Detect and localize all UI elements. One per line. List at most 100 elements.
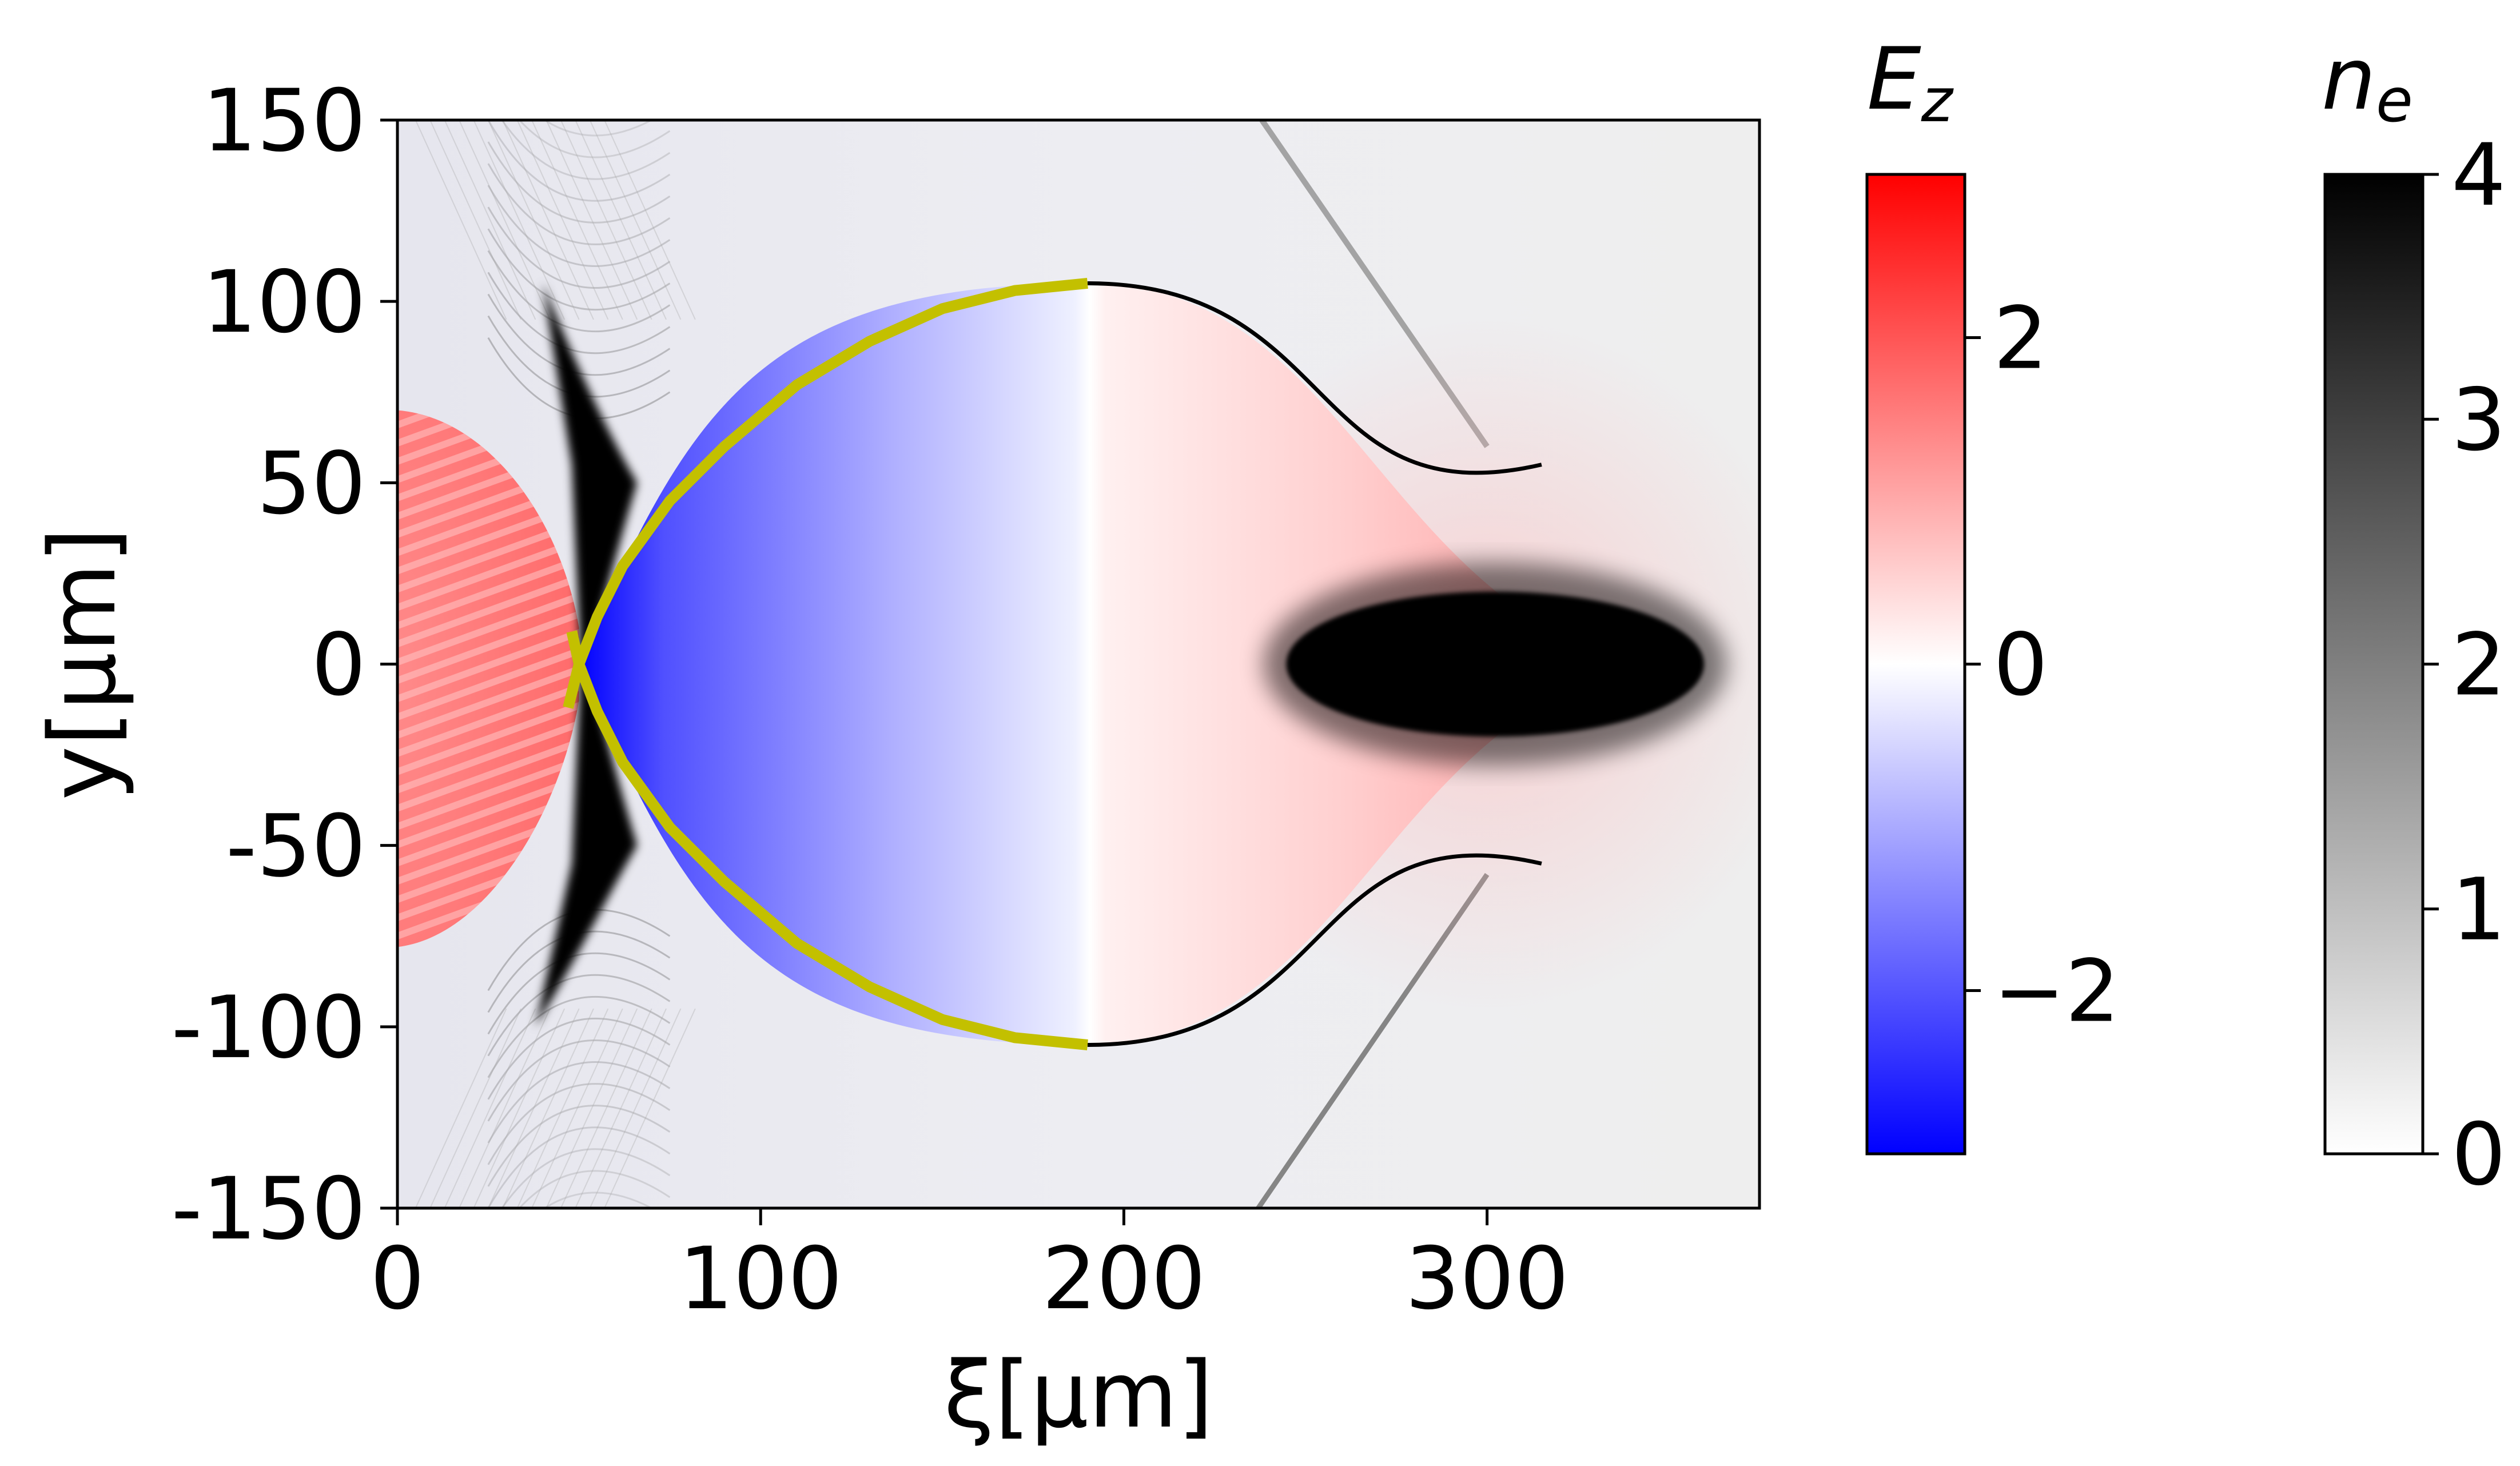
y-tick-label: -50 [226,797,366,897]
colorbar-tick-label: 0 [1993,616,2048,715]
colorbar-ez: Ez 2 0 −2 [1865,30,2120,1156]
wake-streak-diag-upper [575,120,667,320]
colorbar-tick-label: 2 [2451,616,2506,715]
wake-streak-lower [487,1018,671,1100]
wake-streak-diag-lower [459,1008,551,1208]
wake-streak-diag-upper [560,120,652,320]
wake-streak-upper [488,0,670,49]
wake-streak-diag-lower [487,1008,580,1208]
wake-streak-diag-lower [444,1008,536,1208]
bubble-sheath-top [1087,281,1542,475]
wake-streak-diag-lower [531,1008,623,1208]
wake-streak-diag-upper [531,120,623,320]
wake-streak-diag-upper [487,120,580,320]
wake-streak-diag-lower [415,1008,507,1208]
wake-streak-lower [487,1061,671,1144]
plot-area [397,0,1759,1360]
x-tick-label: 300 [1405,1229,1568,1329]
wake-streak-diag-upper [502,120,594,320]
wake-streak-diag-upper [589,120,682,320]
electron-bunch [1286,591,1704,737]
wake-streak-diag-upper [604,120,696,320]
curve-cross-tail-upper [566,630,584,666]
bubble-ez-field [579,283,1633,1045]
colorbar-ne-ticks: 4 3 2 1 0 [2423,126,2506,1205]
wake-streak-diag-lower [429,1008,521,1208]
x-axis-label: ξ[μm] [943,1341,1213,1448]
colorbar-ez-gradient [1865,173,1966,1156]
colorbar-tick-label: 0 [2451,1105,2506,1205]
x-tick-label: 200 [1042,1229,1205,1329]
wake-streak-upper [543,120,654,137]
wake-streak-diag-lower [516,1008,609,1208]
colorbar-tick-label: 2 [1993,289,2048,389]
y-tick-label: 50 [257,434,366,533]
wake-streak-upper [488,33,670,114]
wake-streak-diag-lower [604,1008,696,1208]
colorbar-ne-label-sub: e [2376,66,2413,136]
x-axis-ticks: 0 100 200 300 [370,1208,1569,1329]
wake-streak-diag-upper [429,120,521,320]
wake-streak-upper [501,120,671,180]
wake-streak-diag-lower [473,1008,566,1208]
colorbar-ne-label-main: n [2322,30,2376,129]
wake-streak-lower [488,1214,670,1295]
wake-streak-lower [518,1170,671,1208]
y-tick-label: 150 [202,71,366,171]
colorbar-tick-label: −2 [1993,942,2120,1042]
colorbar-ez-label: Ez [1867,30,1954,136]
colorbar-ne: ne 4 3 2 1 0 [2322,30,2506,1205]
colorbar-tick-label: 1 [2451,861,2506,960]
y-tick-label: 100 [202,253,366,352]
wake-streak-diag-upper [473,120,566,320]
x-tick-label: 0 [370,1229,424,1329]
wake-streak-lower [487,1105,671,1187]
wake-streak-lower [487,1039,671,1122]
wake-streak-lower [543,1192,654,1208]
wake-streak-lower [501,1148,671,1208]
y-axis-ticks: 150 100 50 0 -50 -100 -150 [172,71,397,1259]
wake-streak-diag-lower [546,1008,638,1208]
colorbar-tick-label: 4 [2451,126,2506,225]
y-tick-label: -100 [172,978,366,1078]
wake-streak-upper [487,185,671,267]
wake-streaks [415,0,696,1360]
colorbar-tick-label: 3 [2451,371,2506,470]
wake-streak-upper [487,163,671,245]
wake-streak-diag-upper [546,120,638,320]
wake-streak-diag-lower [589,1008,682,1208]
wake-streak-lower [488,1258,670,1338]
wake-streak-diag-lower [560,1008,652,1208]
wake-streak-diag-lower [575,1008,667,1208]
y-tick-label: 0 [312,616,366,715]
laser-pulse [397,410,579,947]
curve-cross-tail-lower [563,663,584,709]
wake-streak-lower [488,1236,670,1317]
colorbar-ez-ticks: 2 0 −2 [1965,289,2120,1042]
wake-streak-diag-upper [459,120,551,320]
wake-streak-lower [487,1126,671,1208]
wake-streak-diag-lower [502,1008,594,1208]
colorbar-ez-label-sub: z [1921,66,1954,136]
wake-streak-lower [488,1280,670,1360]
wake-streak-diag-upper [516,120,609,320]
wake-streak-lower [487,995,671,1078]
wake-streak-upper [487,250,671,333]
y-axis-label: y[μm] [29,527,136,800]
x-tick-label: 100 [679,1229,842,1329]
wake-streak-upper [487,141,671,224]
bubble-sheath-bottom [1087,853,1542,1047]
wake-streak-diag-upper [444,120,536,320]
colorbar-ne-gradient [2323,173,2425,1156]
colorbar-ez-label-main: E [1867,30,1921,129]
laser-pulse-stripes [397,410,579,947]
wake-streak-lower [487,1083,671,1165]
wake-streak-upper [487,206,671,289]
wake-streak-upper [488,0,670,70]
colorbar-ne-label: ne [2322,30,2413,136]
wake-streak-upper [487,120,671,202]
y-tick-label: -150 [172,1160,366,1259]
wake-streak-upper [487,228,671,310]
wake-streak-lower [487,974,671,1057]
